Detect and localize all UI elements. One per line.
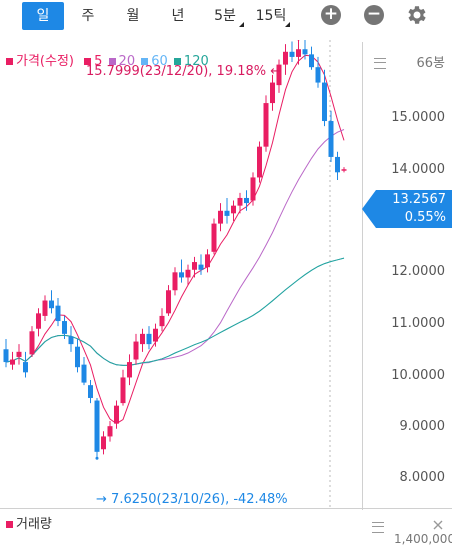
candle-body — [134, 342, 139, 360]
ma5-line — [6, 55, 344, 423]
candle-body — [140, 334, 145, 344]
legend-swatch — [6, 521, 13, 528]
high-annotation-text: 15.7999(23/12/20), 19.18% — [86, 64, 266, 79]
left-arrow-icon: ← — [270, 64, 281, 79]
low-point-marker — [96, 457, 99, 460]
volume-label: 거래량 — [6, 513, 52, 532]
close-icon[interactable] — [432, 519, 444, 531]
current-price-tag: 13.2567 0.55% — [376, 190, 452, 228]
candle-body — [147, 334, 152, 344]
current-price-value: 13.2567 — [376, 191, 446, 209]
gear-icon[interactable] — [404, 3, 428, 27]
candle-body — [322, 83, 327, 121]
high-annotation: 15.7999(23/12/20), 19.18% ← — [86, 64, 281, 79]
candle-body — [231, 206, 236, 214]
candle-body — [108, 426, 113, 436]
tab-minute-label: 5분 — [214, 8, 236, 24]
candle-body — [121, 377, 126, 403]
candle-body — [62, 321, 67, 334]
candle-body — [257, 147, 262, 178]
period-tab-bar: 일 주 월 년 5분 15틱 + − — [0, 0, 452, 34]
candle-body — [17, 352, 22, 357]
candle-body — [303, 49, 308, 54]
ma20-line — [6, 130, 344, 366]
volume-menu-icon[interactable] — [372, 522, 384, 533]
price-axis: 66봉 15.0000 14.0000 12.0000 11.0000 10.0… — [362, 42, 452, 510]
candlestick-chart[interactable] — [0, 40, 362, 510]
candle-body — [186, 270, 191, 278]
candle-body — [238, 198, 243, 206]
low-annotation-text: 7.6250(23/10/26), -42.48% — [111, 492, 288, 507]
candle-body — [264, 103, 269, 147]
tab-week[interactable]: 주 — [67, 2, 109, 30]
tab-tick-label: 15틱 — [256, 8, 287, 24]
right-arrow-icon: → — [96, 492, 107, 507]
y-tick: 12.0000 — [391, 264, 445, 279]
candle-body — [101, 436, 106, 449]
candle-body — [95, 401, 100, 452]
zoom-out-button[interactable]: − — [364, 5, 384, 25]
candle-body — [88, 385, 93, 398]
tab-day[interactable]: 일 — [22, 2, 64, 30]
candle-body — [290, 52, 295, 57]
candle-body — [82, 365, 87, 383]
y-tick: 15.0000 — [391, 110, 445, 125]
candle-body — [309, 54, 314, 67]
candle-body — [4, 349, 9, 362]
candle-body — [23, 362, 28, 372]
volume-divider — [0, 508, 452, 509]
y-tick: 14.0000 — [391, 162, 445, 177]
candle-body — [49, 301, 54, 309]
candle-body — [329, 121, 334, 157]
candle-body — [270, 83, 275, 104]
moving-average-lines — [6, 55, 344, 423]
y-tick: 10.0000 — [391, 368, 445, 383]
menu-icon[interactable] — [374, 58, 386, 69]
volume-y-tick: 1,400,000 — [394, 532, 452, 546]
tab-year[interactable]: 년 — [157, 2, 199, 30]
candle-body — [10, 360, 15, 365]
candle-body — [114, 406, 119, 424]
y-tick: 11.0000 — [391, 316, 445, 331]
y-tick: 9.0000 — [400, 419, 446, 434]
candle-body — [316, 67, 321, 82]
tab-month[interactable]: 월 — [112, 2, 154, 30]
candle-body — [244, 198, 249, 203]
candle-body — [212, 224, 217, 252]
candle-body — [199, 265, 204, 270]
candle-body — [179, 272, 184, 277]
candle-body — [36, 313, 41, 328]
low-annotation: → 7.6250(23/10/26), -42.48% — [96, 492, 288, 507]
candle-body — [127, 362, 132, 377]
dropdown-triangle-icon — [285, 22, 290, 27]
current-price-change: 0.55% — [376, 209, 446, 227]
candle-body — [283, 52, 288, 65]
candle-body — [335, 157, 340, 172]
tab-tick[interactable]: 15틱 — [250, 2, 292, 30]
candle-body — [251, 177, 256, 200]
candle-body — [342, 169, 347, 171]
zoom-in-button[interactable]: + — [321, 5, 341, 25]
candles — [4, 40, 347, 458]
candle-body — [225, 211, 230, 216]
candle-body — [30, 331, 35, 354]
volume-title: 거래량 — [16, 517, 52, 532]
candle-body — [43, 301, 48, 316]
dropdown-triangle-icon — [239, 22, 244, 27]
candle-count: 66봉 — [416, 52, 445, 71]
candle-body — [173, 272, 178, 290]
candle-body — [75, 347, 80, 368]
candle-body — [205, 254, 210, 267]
candle-body — [153, 329, 158, 342]
candle-body — [160, 316, 165, 326]
candle-body — [192, 262, 197, 270]
candle-body — [296, 49, 301, 57]
y-tick: 8.0000 — [400, 470, 446, 485]
candle-body — [69, 336, 74, 344]
candle-body — [218, 211, 223, 224]
candle-body — [56, 306, 61, 321]
candle-body — [166, 290, 171, 313]
tab-minute[interactable]: 5분 — [204, 2, 246, 30]
extreme-markers — [96, 40, 301, 460]
